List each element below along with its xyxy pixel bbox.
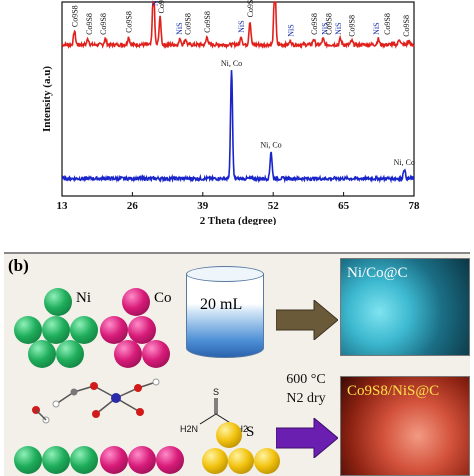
- arrow-top: [276, 300, 338, 340]
- peak-label: Ni, Co: [221, 59, 242, 68]
- condition-gas: N2 dry: [286, 391, 326, 406]
- peak-label: Co9S8: [324, 13, 333, 35]
- peak-label: Co9S8: [348, 15, 357, 37]
- x-axis-title: 2 Theta (degree): [200, 215, 277, 225]
- peak-label: NiS: [334, 22, 343, 34]
- xrd-chart: Co9S8Co9S8Co9S8Co9S8NiSCo9S8NiSCo9S8Co9S…: [0, 0, 474, 225]
- product-bottom-label: Co9S8/NiS@C: [347, 383, 440, 399]
- y-axis-title: Intensity (a.u): [41, 66, 53, 132]
- tick-layer: 13 26 39 52 65 78: [57, 192, 421, 212]
- co-atom: [122, 288, 150, 316]
- ni-atom: [56, 340, 84, 368]
- peak-label: NiS: [321, 22, 330, 34]
- peak-label: NiS: [175, 22, 184, 34]
- peak-label: Co9S8: [310, 13, 319, 35]
- peak-label: NiS: [372, 22, 381, 34]
- product-top-label: Ni/Co@C: [347, 265, 408, 281]
- thiourea-n-left: H2N: [180, 424, 198, 434]
- x-tick-label: 65: [338, 200, 350, 212]
- sem-image-co9s8-nis: Co9S8/NiS@C: [340, 376, 470, 476]
- x-tick-label: 52: [268, 200, 280, 212]
- plot-frame: [61, 1, 415, 197]
- ni-atom: [70, 446, 98, 474]
- peak-label: NiS: [151, 0, 160, 6]
- peak-label: Co9S8: [402, 15, 411, 37]
- co-label: Co: [154, 290, 172, 306]
- beaker-body: [186, 274, 264, 358]
- sem-image-ni-co: Ni/Co@C: [340, 258, 470, 356]
- x-tick-label: 39: [197, 200, 209, 212]
- ni-atom: [42, 316, 70, 344]
- peak-label: Ni, Co: [394, 158, 415, 167]
- peak-label: Co9S8: [383, 13, 392, 35]
- peak-label: Co9S8: [125, 11, 134, 33]
- peak-label: NiS: [287, 24, 296, 36]
- peak-label: Co9S8: [157, 0, 166, 14]
- annotation-layer: Co9S8Co9S8Co9S8Co9S8NiSCo9S8NiSCo9S8Co9S…: [71, 0, 415, 167]
- co-atom: [100, 316, 128, 344]
- co-atom: [128, 316, 156, 344]
- s-atom: [216, 422, 242, 448]
- peak-label: Co9S8: [184, 13, 193, 35]
- thiourea-s: S: [213, 387, 219, 397]
- beaker: 20 mL: [186, 266, 264, 358]
- reaction-conditions: 600 °C N2 dry: [266, 370, 346, 408]
- co-atom: [114, 340, 142, 368]
- ni-atom: [14, 316, 42, 344]
- ni-atom: [70, 316, 98, 344]
- s-atom: [228, 448, 254, 474]
- ni-atom: [28, 340, 56, 368]
- peak-label: Ni, Co: [260, 140, 281, 149]
- arrow-bottom: [276, 418, 338, 458]
- condition-temperature: 600 °C: [286, 372, 326, 387]
- x-tick-label: 13: [57, 200, 69, 212]
- series-line-0: [61, 1, 415, 50]
- beaker-rim: [186, 266, 264, 282]
- peak-label: Co9S8: [71, 5, 80, 27]
- ni-atom: [44, 288, 72, 316]
- s-atom: [202, 448, 228, 474]
- co-atom: [142, 340, 170, 368]
- ni-label: Ni: [76, 290, 91, 306]
- panel-label: (b): [8, 256, 29, 275]
- co-atom: [156, 446, 184, 474]
- x-tick-label: 78: [409, 200, 421, 212]
- xrd-plot: Co9S8Co9S8Co9S8Co9S8NiSCo9S8NiSCo9S8Co9S…: [41, 0, 421, 225]
- peak-label: Co9S8: [99, 13, 108, 35]
- metal-complex-molecule: [32, 378, 160, 424]
- synthesis-scheme: (b) Ni Co 20 mL: [4, 252, 470, 476]
- ni-atom: [42, 446, 70, 474]
- co-atom: [128, 446, 156, 474]
- series-layer: [61, 1, 415, 184]
- volume-label: 20 mL: [200, 296, 243, 313]
- series-line-1: [61, 70, 415, 184]
- ni-atom: [14, 446, 42, 474]
- peak-label: Co9S8: [203, 11, 212, 33]
- s-label: S: [246, 424, 255, 440]
- co-atom: [100, 446, 128, 474]
- peak-label: Co9S8: [85, 13, 94, 35]
- peak-label: NiS: [237, 20, 246, 32]
- s-atom: [254, 448, 280, 474]
- x-tick-label: 26: [127, 200, 139, 212]
- peak-label: Co9S8: [246, 0, 255, 17]
